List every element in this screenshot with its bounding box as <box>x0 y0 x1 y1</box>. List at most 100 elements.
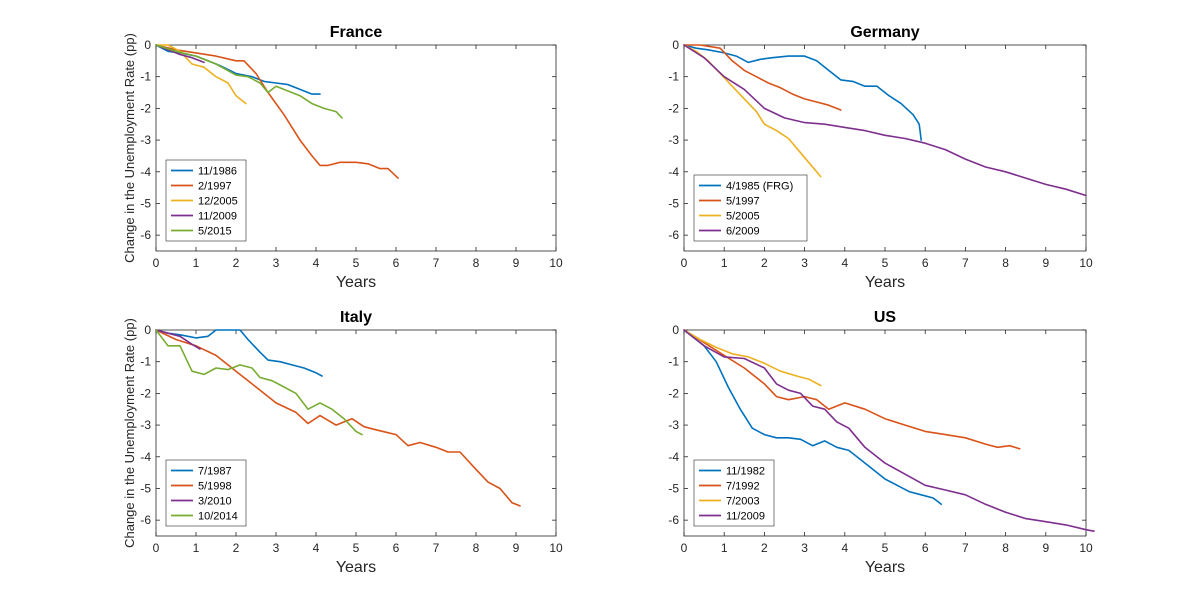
x-tick-label: 1 <box>721 541 728 555</box>
y-tick-label: -5 <box>668 481 679 495</box>
series-line-7-1992 <box>683 329 1021 450</box>
legend-label: 11/2009 <box>198 211 237 223</box>
y-tick-label: -3 <box>140 133 151 147</box>
x-axis-label: Years <box>865 559 905 576</box>
legend: 11/1982 7/1992 7/2003 11/2009 <box>693 459 775 527</box>
chart-italy: 0 1 2 3 4 5 6 7 8 9 10 0 -1 -2 -3 -4 -5 -6 Italy Years Chang… <box>122 309 563 576</box>
x-tick-label: 5 <box>353 256 360 270</box>
y-tick-label: -3 <box>668 418 679 432</box>
y-tick-label: -2 <box>140 386 151 400</box>
legend-label: 11/1982 <box>726 466 765 478</box>
x-tick-label: 5 <box>882 256 889 270</box>
x-tick-label: 3 <box>273 256 280 270</box>
x-tick-label: 10 <box>1079 541 1093 555</box>
x-tick-label: 4 <box>313 541 320 555</box>
chart-title: US <box>874 309 897 326</box>
series-line-12-2005 <box>155 44 247 105</box>
y-tick-label: -4 <box>668 450 679 464</box>
x-tick-label: 9 <box>513 541 520 555</box>
y-tick-label: -5 <box>140 196 151 210</box>
x-tick-label: 2 <box>233 541 240 555</box>
x-tick-label: 0 <box>681 541 688 555</box>
series-line-6-2009 <box>683 44 1087 197</box>
legend-label: 10/2014 <box>198 511 238 523</box>
x-tick-label: 6 <box>922 541 929 555</box>
y-tick-label: -3 <box>140 418 151 432</box>
x-tick-label: 0 <box>153 256 160 270</box>
x-tick-label: 10 <box>1079 256 1093 270</box>
y-tick-label: -4 <box>140 165 151 179</box>
x-tick-label: 5 <box>353 541 360 555</box>
legend: 11/1986 2/1997 12/2005 11/2009 5/2015 <box>165 159 247 242</box>
x-tick-label: 7 <box>433 541 440 555</box>
x-tick-label: 4 <box>841 256 848 270</box>
y-tick-label: -4 <box>668 165 679 179</box>
series-line-5-1997 <box>683 44 842 111</box>
legend-label: 2/1997 <box>198 181 232 193</box>
y-tick-label: -1 <box>140 70 151 84</box>
x-tick-label: 10 <box>549 256 563 270</box>
legend: 7/1987 5/1998 3/2010 10/2014 <box>165 459 247 527</box>
y-tick-label: -2 <box>668 101 679 115</box>
y-tick-label: -2 <box>140 101 151 115</box>
x-tick-label: 3 <box>273 541 280 555</box>
y-axis-label: Change in the Unemployment Rate (pp) <box>122 318 137 548</box>
y-tick-label: -6 <box>668 228 679 242</box>
x-axis-label: Years <box>865 274 905 291</box>
x-tick-label: 3 <box>801 256 808 270</box>
y-tick-label: -1 <box>668 355 679 369</box>
x-tick-label: 8 <box>1002 541 1009 555</box>
y-tick-label: 0 <box>144 323 151 337</box>
legend-label: 7/2003 <box>726 496 760 508</box>
x-tick-label: 2 <box>761 256 768 270</box>
legend-label: 5/1998 <box>198 481 232 493</box>
legend-label: 5/2015 <box>198 226 232 238</box>
y-tick-label: -1 <box>668 70 679 84</box>
y-tick-label: -6 <box>140 228 151 242</box>
x-tick-label: 2 <box>233 256 240 270</box>
x-tick-label: 7 <box>962 256 969 270</box>
y-tick-label: -5 <box>140 481 151 495</box>
x-tick-label: 0 <box>153 541 160 555</box>
series-line-2-1997 <box>155 44 399 179</box>
series-line-7-2003 <box>683 329 822 387</box>
x-tick-label: 1 <box>721 256 728 270</box>
x-tick-label: 9 <box>1042 256 1049 270</box>
chart-france: 0 1 2 3 4 5 6 7 8 9 10 0 -1 -2 -3 -4 -5 -6 France Years Chan… <box>122 24 563 291</box>
x-axis-label: Years <box>336 559 376 576</box>
series-line-7-1987 <box>155 329 323 377</box>
x-tick-label: 0 <box>681 256 688 270</box>
legend-label: 11/1986 <box>198 166 237 178</box>
x-tick-label: 8 <box>1002 256 1009 270</box>
y-tick-label: -6 <box>140 513 151 527</box>
y-tick-label: 0 <box>144 38 151 52</box>
x-tick-label: 9 <box>513 256 520 270</box>
chart-germany: 0 1 2 3 4 5 6 7 8 9 10 0 -1 -2 -3 -4 -5 -6 Germany Years 4/1… <box>668 24 1093 291</box>
y-tick-label: 0 <box>672 38 679 52</box>
x-tick-label: 6 <box>393 541 400 555</box>
x-tick-label: 7 <box>962 541 969 555</box>
legend-label: 3/2010 <box>198 496 232 508</box>
x-tick-label: 2 <box>761 541 768 555</box>
x-tick-label: 9 <box>1042 541 1049 555</box>
series-line-4-1985-frg <box>683 44 923 141</box>
legend-label: 7/1987 <box>198 466 232 478</box>
legend-label: 7/1992 <box>726 481 760 493</box>
x-tick-label: 4 <box>841 541 848 555</box>
y-tick-label: -2 <box>668 386 679 400</box>
legend-label: 11/2009 <box>726 511 765 523</box>
legend-label: 12/2005 <box>198 196 238 208</box>
legend-label: 5/1997 <box>726 196 760 208</box>
y-tick-label: 0 <box>672 323 679 337</box>
x-tick-label: 4 <box>313 256 320 270</box>
y-tick-label: -6 <box>668 513 679 527</box>
chart-title: Germany <box>850 24 919 41</box>
y-tick-label: -3 <box>668 133 679 147</box>
y-axis-label: Change in the Unemployment Rate (pp) <box>122 33 137 263</box>
x-tick-label: 6 <box>393 256 400 270</box>
x-tick-label: 10 <box>549 541 563 555</box>
legend: 4/1985 (FRG) 5/1997 5/2005 6/2009 <box>693 174 808 242</box>
chart-us: 0 1 2 3 4 5 6 7 8 9 10 0 -1 -2 -3 -4 -5 -6 US Years 11/1982 7… <box>668 309 1095 576</box>
series-line-5-2015 <box>155 44 343 119</box>
